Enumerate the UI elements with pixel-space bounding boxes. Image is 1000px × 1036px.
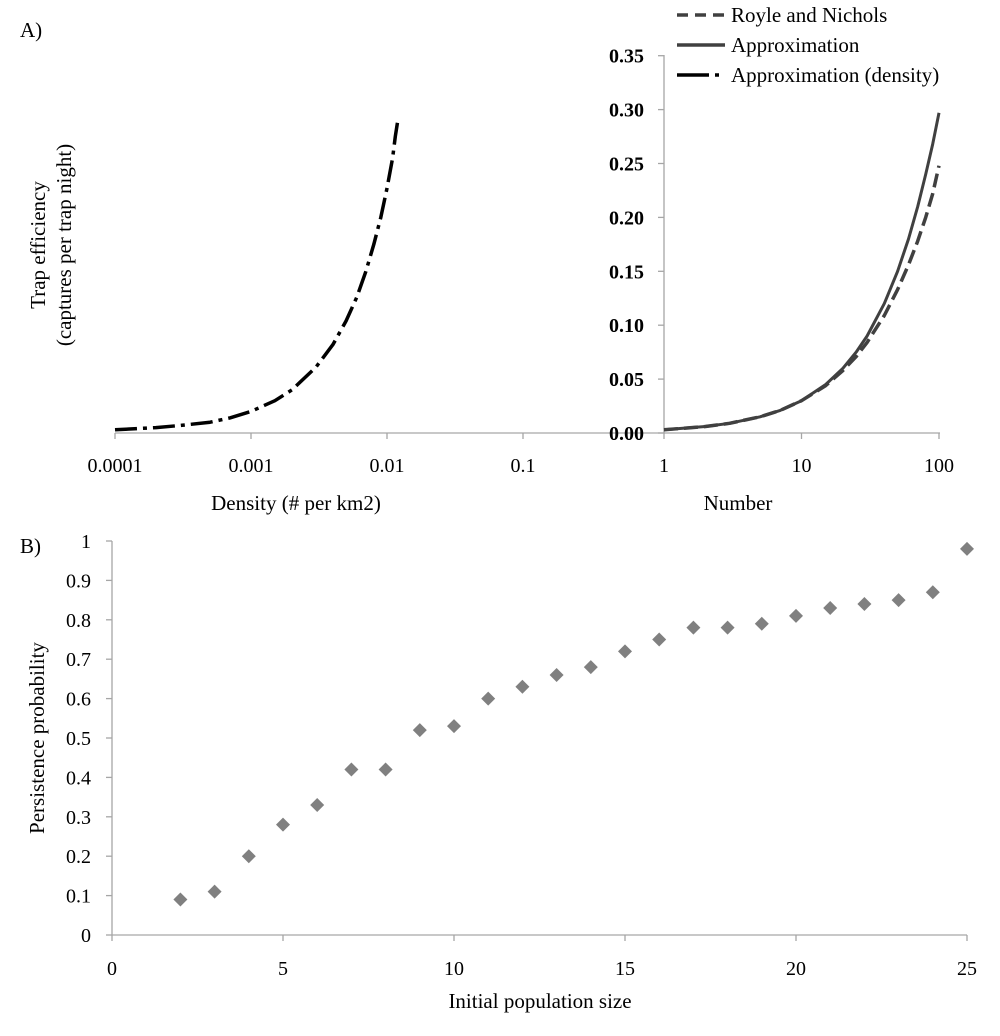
scatter-point (857, 597, 872, 612)
scatter-point (515, 679, 530, 694)
density-x-tick-label: 0.001 (229, 455, 274, 477)
b-x-tick-label: 20 (786, 958, 806, 980)
b-x-tick-label: 10 (444, 958, 464, 980)
number-y-tick-label: 0.35 (609, 46, 644, 68)
panel-b: 00.10.20.30.40.50.60.70.80.910 5 10 15 20 25I… (25, 531, 977, 1013)
number-x-tick-label: 1 (659, 455, 669, 477)
panel-b-label: B) (20, 534, 41, 558)
scatter-point (276, 817, 290, 832)
number-y-tick-label: 0.20 (609, 207, 644, 229)
b-y-tick-label: 0.9 (66, 570, 91, 592)
scatter-point (173, 892, 188, 907)
scatter-point (720, 620, 735, 635)
b-x-tick-label: 25 (957, 958, 977, 980)
scatter-point (789, 608, 803, 623)
number-x-axis-title: Number (704, 491, 773, 515)
number-y-tick-label: 0.30 (609, 100, 644, 122)
legend-entry: Approximation (731, 33, 860, 57)
y-axis-title-line: (captures per trap night) (52, 144, 76, 346)
scatter-point (481, 691, 496, 706)
scatter-point (310, 797, 325, 812)
b-x-axis-title: Initial population size (448, 989, 631, 1013)
density-x-tick-label: 0.1 (511, 455, 536, 477)
b-x-tick-label: 0 (107, 958, 117, 980)
number-y-tick-label: 0.05 (609, 369, 644, 391)
scatter-point (823, 600, 838, 615)
b-y-axis-title: Persistence probability (25, 642, 49, 834)
b-y-tick-label: 0.2 (66, 846, 91, 868)
b-x-tick-label: 15 (615, 958, 635, 980)
scatter-point (447, 719, 461, 734)
scatter-point (549, 667, 564, 682)
scatter-point (241, 849, 256, 864)
scatter-point (960, 541, 974, 556)
scatter-point (207, 884, 222, 899)
b-y-tick-label: 0 (81, 925, 91, 947)
legend-entry: Royle and Nichols (731, 3, 887, 27)
number-y-tick-label: 0.25 (609, 154, 644, 176)
scatter-point (754, 616, 769, 631)
scatter-point (344, 762, 359, 777)
b-y-tick-label: 1 (81, 531, 91, 553)
b-y-tick-label: 0.4 (66, 767, 91, 789)
number-y-tick-label: 0.15 (609, 261, 644, 283)
scatter-point (925, 585, 940, 600)
legend-entry: Approximation (density) (731, 63, 939, 87)
scatter-point (891, 593, 906, 608)
scatter-point (412, 723, 427, 738)
y-axis-title-line: Trap efficiency (26, 181, 50, 309)
scatter-point (618, 644, 632, 659)
b-y-tick-label: 0.1 (66, 886, 91, 908)
b-y-tick-label: 0.5 (66, 728, 91, 750)
density-x-axis-title: Density (# per km2) (211, 491, 381, 515)
approximation-line (663, 112, 941, 432)
b-y-tick-label: 0.6 (66, 689, 91, 711)
legend: Royle and Nichols Approximation Approximat… (677, 3, 939, 87)
y-axis-title-a: Trap efficiency(captures per trap night) (26, 144, 76, 346)
density-x-tick-label: 0.0001 (88, 455, 143, 477)
scatter-point (583, 660, 598, 675)
density-x-tick-label: 0.01 (370, 455, 405, 477)
royle-nichols-line (663, 165, 941, 432)
scatter-point (378, 762, 393, 777)
number-x-tick-label: 10 (792, 455, 812, 477)
scatter-point (686, 620, 701, 635)
b-y-tick-label: 0.8 (66, 610, 91, 632)
number-y-tick-label: 0.10 (609, 315, 644, 337)
panel-a-label: A) (20, 18, 42, 42)
b-y-tick-label: 0.7 (66, 649, 91, 671)
b-x-tick-label: 5 (278, 958, 288, 980)
density-series-line (114, 120, 400, 432)
number-y-tick-label: 0.00 (609, 423, 644, 445)
b-y-tick-label: 0.3 (66, 807, 91, 829)
scatter-point (652, 632, 667, 647)
number-x-tick-label: 100 (924, 455, 954, 477)
